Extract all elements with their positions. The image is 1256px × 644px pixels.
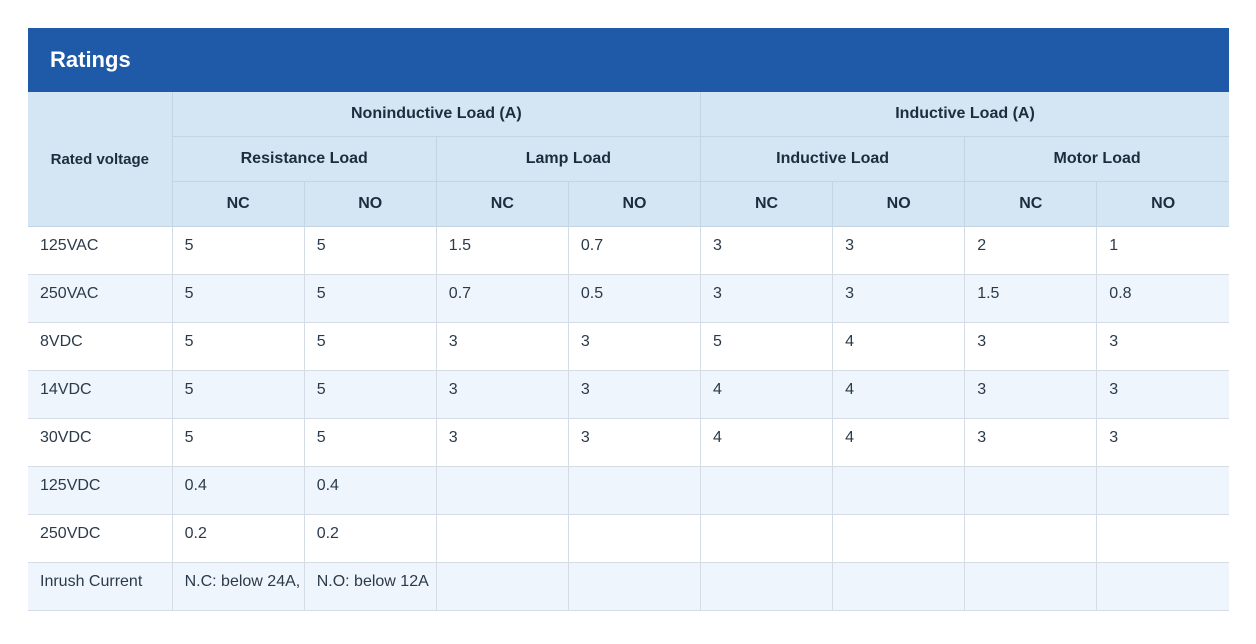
table-cell: 3 xyxy=(436,418,569,467)
table-cell xyxy=(700,514,834,563)
table-cell: 5 xyxy=(304,322,437,371)
inrush-no-value: N.O: below 12A xyxy=(304,562,437,611)
table-cell: 5 xyxy=(172,322,305,371)
row-voltage: 8VDC xyxy=(28,322,173,371)
table-cell: 3 xyxy=(568,322,702,371)
ratings-panel: Ratings Rated voltage Noninductive Load … xyxy=(28,28,1229,611)
table-cell xyxy=(1096,514,1229,563)
table-cell: 1.5 xyxy=(964,274,1098,323)
table-cell: 0.7 xyxy=(436,274,569,323)
table-cell: 5 xyxy=(304,418,437,467)
header-no: NO xyxy=(304,181,437,227)
table-cell: 5 xyxy=(304,370,437,419)
row-voltage: 125VDC xyxy=(28,466,173,515)
title-bar: Ratings xyxy=(28,28,1229,92)
table-cell: 2 xyxy=(964,226,1098,275)
table-cell: 5 xyxy=(304,274,437,323)
table-cell: 3 xyxy=(436,370,569,419)
table-cell: 0.5 xyxy=(568,274,702,323)
table-cell: 3 xyxy=(964,418,1098,467)
row-voltage: 250VAC xyxy=(28,274,173,323)
row-voltage: 250VDC xyxy=(28,514,173,563)
row-voltage: 125VAC xyxy=(28,226,173,275)
table-cell xyxy=(1096,562,1229,611)
table-cell: 0.4 xyxy=(304,466,437,515)
header-motor-load: Motor Load xyxy=(964,136,1229,182)
table-cell: 3 xyxy=(1096,418,1229,467)
table-cell: 4 xyxy=(832,322,966,371)
header-nc: NC xyxy=(964,181,1098,227)
header-nc: NC xyxy=(172,181,305,227)
table-cell xyxy=(832,562,966,611)
table-cell xyxy=(700,562,834,611)
table-cell: 0.8 xyxy=(1096,274,1229,323)
table-row: 30VDC 5 5 3 3 4 4 3 3 xyxy=(28,418,1229,467)
page-title: Ratings xyxy=(50,47,131,72)
table-cell: 3 xyxy=(700,274,834,323)
header-no: NO xyxy=(1096,181,1229,227)
table-cell xyxy=(436,562,569,611)
table-row: 125VAC 5 5 1.5 0.7 3 3 2 1 xyxy=(28,226,1229,275)
table-cell xyxy=(700,466,834,515)
table-cell: 5 xyxy=(172,370,305,419)
table-cell: 0.7 xyxy=(568,226,702,275)
row-voltage: 30VDC xyxy=(28,418,173,467)
table-cell xyxy=(832,514,966,563)
header-resistance-load: Resistance Load xyxy=(172,136,437,182)
header-inductive-load: Inductive Load xyxy=(700,136,966,182)
table-cell: 5 xyxy=(172,226,305,275)
inrush-row: Inrush Current N.C: below 24A, N.O: below … xyxy=(28,562,1229,611)
table-cell: 3 xyxy=(964,322,1098,371)
table-row: 250VDC 0.2 0.2 xyxy=(28,514,1229,563)
table-row: 125VDC 0.4 0.4 xyxy=(28,466,1229,515)
header-rated-voltage: Rated voltage xyxy=(28,92,173,227)
table-cell: 1.5 xyxy=(436,226,569,275)
table-cell xyxy=(832,466,966,515)
table-cell: 1 xyxy=(1096,226,1229,275)
table-cell: 0.4 xyxy=(172,466,305,515)
header-nc: NC xyxy=(436,181,569,227)
table-cell: 0.2 xyxy=(304,514,437,563)
table-cell xyxy=(964,562,1098,611)
table-cell: 3 xyxy=(436,322,569,371)
table-cell: 5 xyxy=(700,322,834,371)
ratings-table: Rated voltage Noninductive Load (A) Indu… xyxy=(28,92,1229,611)
header-no: NO xyxy=(568,181,702,227)
header-noninductive: Noninductive Load (A) xyxy=(172,92,702,137)
header-no: NO xyxy=(832,181,966,227)
table-row: 14VDC 5 5 3 3 4 4 3 3 xyxy=(28,370,1229,419)
table-cell: 3 xyxy=(832,226,966,275)
table-cell: 4 xyxy=(700,418,834,467)
table-cell xyxy=(964,514,1098,563)
table-cell xyxy=(568,466,702,515)
header-nc: NC xyxy=(700,181,834,227)
table-cell: 4 xyxy=(700,370,834,419)
table-cell xyxy=(1096,466,1229,515)
table-cell: 0.2 xyxy=(172,514,305,563)
table-cell: 3 xyxy=(964,370,1098,419)
table-cell xyxy=(436,466,569,515)
table-cell xyxy=(964,466,1098,515)
table-cell: 4 xyxy=(832,418,966,467)
inrush-label: Inrush Current xyxy=(28,562,173,611)
table-cell: 3 xyxy=(568,370,702,419)
inrush-nc-value: N.C: below 24A, xyxy=(172,562,305,611)
table-cell xyxy=(568,514,702,563)
table-cell: 5 xyxy=(172,274,305,323)
table-cell: 4 xyxy=(832,370,966,419)
table-cell xyxy=(436,514,569,563)
table-cell: 5 xyxy=(172,418,305,467)
table-cell: 3 xyxy=(700,226,834,275)
table-cell: 3 xyxy=(1096,322,1229,371)
table-cell xyxy=(568,562,702,611)
header-inductive: Inductive Load (A) xyxy=(700,92,1229,137)
table-row: 250VAC 5 5 0.7 0.5 3 3 1.5 0.8 xyxy=(28,274,1229,323)
table-cell: 5 xyxy=(304,226,437,275)
header-lamp-load: Lamp Load xyxy=(436,136,702,182)
table-cell: 3 xyxy=(832,274,966,323)
row-voltage: 14VDC xyxy=(28,370,173,419)
table-row: 8VDC 5 5 3 3 5 4 3 3 xyxy=(28,322,1229,371)
table-cell: 3 xyxy=(568,418,702,467)
table-cell: 3 xyxy=(1096,370,1229,419)
